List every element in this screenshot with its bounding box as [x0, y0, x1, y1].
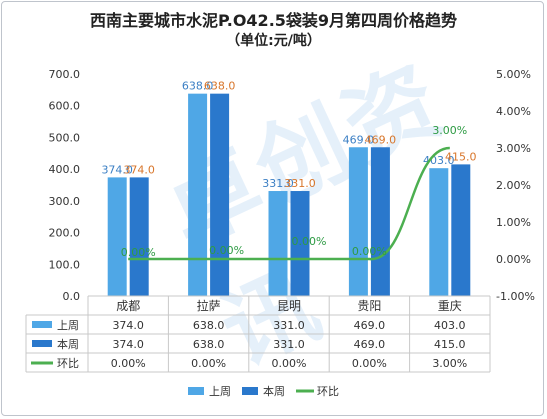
y2-tick-label: 3.00% — [496, 142, 531, 155]
y-tick-label: 200.0 — [49, 227, 81, 240]
table-row-label: 环比 — [57, 357, 79, 370]
y2-tick-label: -1.00% — [496, 290, 535, 303]
table-row-label: 本周 — [57, 337, 79, 351]
legend-label: 本周 — [263, 384, 285, 398]
line-data-label: 0.00% — [292, 235, 327, 248]
bar — [210, 93, 230, 296]
bar — [188, 93, 208, 296]
legend-swatch — [242, 387, 258, 395]
table-cell: 0.00% — [352, 357, 387, 370]
legend-swatch — [188, 387, 204, 395]
table-cell: 374.0 — [112, 319, 144, 332]
table-cell: 638.0 — [193, 319, 225, 332]
table-cell: 0.00% — [111, 357, 146, 370]
x-tick-label: 成都 — [116, 299, 140, 313]
bar — [429, 168, 449, 296]
bar — [370, 147, 390, 296]
bar-data-label: 638.0 — [182, 80, 214, 93]
table-cell: 469.0 — [354, 338, 386, 351]
table-cell: 331.0 — [273, 319, 305, 332]
y-tick-label: 600.0 — [49, 100, 81, 113]
table-cell: 469.0 — [354, 319, 386, 332]
bar-data-label: 638.0 — [204, 80, 236, 93]
y2-tick-label: 4.00% — [496, 105, 531, 118]
bar — [451, 164, 471, 296]
table-cell: 3.00% — [432, 357, 467, 370]
table-legend-swatch — [32, 321, 52, 328]
x-tick-label: 重庆 — [438, 299, 462, 313]
line-data-label: 0.00% — [209, 244, 244, 257]
bar-data-label: 331.0 — [262, 177, 294, 190]
bar-data-label: 374.0 — [101, 163, 133, 176]
y-tick-label: 400.0 — [49, 163, 81, 176]
y2-tick-label: 2.00% — [496, 179, 531, 192]
bar-data-label: 331.0 — [284, 177, 316, 190]
bar-data-label: 415.0 — [445, 150, 477, 163]
table-cell: 331.0 — [273, 338, 305, 351]
table-cell: 403.0 — [434, 319, 466, 332]
line-data-label: 0.00% — [121, 246, 156, 259]
bar — [290, 191, 310, 296]
bar-data-label: 469.0 — [343, 133, 375, 146]
bar — [107, 177, 127, 296]
y-tick-label: 0.0 — [63, 290, 81, 303]
y-tick-label: 700.0 — [49, 68, 81, 81]
bar — [348, 147, 368, 296]
x-tick-label: 拉萨 — [197, 298, 221, 313]
y2-tick-label: 5.00% — [496, 68, 531, 81]
y2-tick-label: 1.00% — [496, 216, 531, 229]
bar — [129, 177, 149, 296]
chart-unit: （单位:元/吨） — [226, 33, 321, 49]
x-tick-label: 贵阳 — [357, 299, 381, 313]
series-line — [128, 146, 450, 261]
y2-tick-label: 0.00% — [496, 253, 531, 266]
x-tick-label: 昆明 — [277, 299, 301, 313]
line-data-label: 0.00% — [352, 245, 387, 258]
table-cell: 415.0 — [434, 338, 466, 351]
line-data-label: 3.00% — [432, 124, 467, 137]
table-cell: 0.00% — [191, 357, 226, 370]
y-tick-label: 300.0 — [49, 195, 81, 208]
table-legend-swatch — [32, 340, 52, 347]
table-cell: 0.00% — [272, 357, 307, 370]
table-cell: 638.0 — [193, 338, 225, 351]
chart-title: 西南主要城市水泥P.O42.5袋装9月第四周价格趋势 — [89, 11, 458, 30]
y-tick-label: 500.0 — [49, 131, 81, 144]
legend-label: 上周 — [209, 385, 231, 398]
bar — [268, 191, 288, 296]
bar-data-label: 469.0 — [365, 133, 397, 146]
legend-label: 环比 — [317, 385, 339, 398]
y-tick-label: 100.0 — [49, 258, 81, 271]
table-row-label: 上周 — [57, 319, 79, 332]
bar-data-label: 374.0 — [123, 163, 155, 176]
table-cell: 374.0 — [112, 338, 144, 351]
